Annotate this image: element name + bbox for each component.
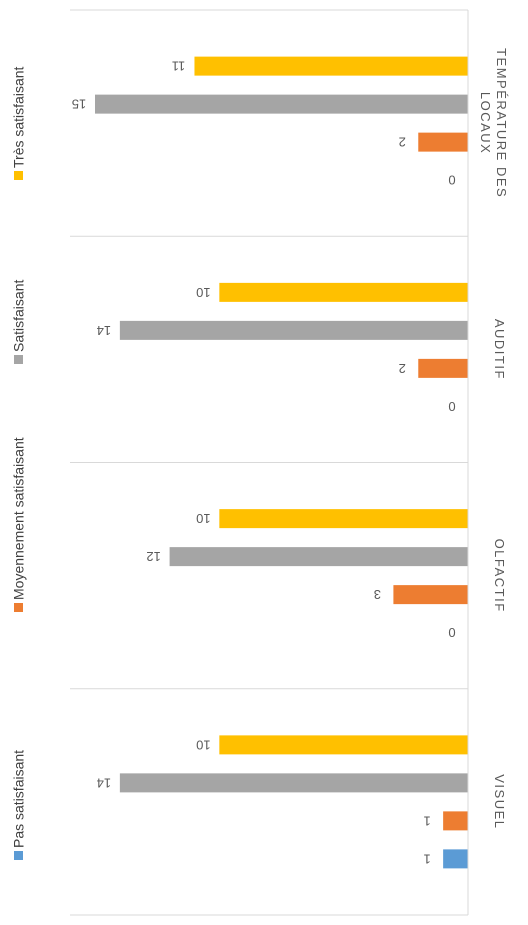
- data-label: 10: [196, 285, 210, 300]
- data-label: 15: [72, 97, 86, 112]
- bar: [119, 773, 468, 793]
- bar: [443, 811, 468, 831]
- legend-swatch: [14, 171, 23, 180]
- bar: [418, 358, 468, 378]
- data-label: 11: [172, 59, 186, 74]
- category-separators: [70, 9, 468, 916]
- legend-label: Moyennement satisfaisant: [11, 437, 27, 600]
- bar: [418, 132, 468, 152]
- bar: [443, 849, 468, 869]
- data-label: 14: [97, 323, 111, 338]
- legend-label: Satisfaisant: [11, 280, 27, 352]
- category-label: VISUEL: [492, 774, 507, 829]
- category-label: AUDITIF: [492, 319, 507, 380]
- data-label: 1: [424, 813, 431, 828]
- bar: [119, 320, 468, 340]
- data-label: 0: [448, 625, 455, 640]
- bar: [95, 94, 468, 114]
- legend-label: Très satisfaisant: [11, 66, 27, 168]
- data-label: 2: [399, 135, 406, 150]
- legend-swatch: [14, 355, 23, 364]
- bar: [219, 282, 468, 302]
- bar: [194, 56, 468, 76]
- legend-swatch: [14, 851, 23, 860]
- data-label: 0: [448, 173, 455, 188]
- bar: [169, 547, 468, 567]
- data-label: 10: [196, 511, 210, 526]
- category-label: OLFACTIF: [492, 539, 507, 613]
- data-label: 0: [448, 399, 455, 414]
- category-label: TEMPÉRATURE DESLOCAUX: [478, 48, 509, 198]
- data-label: 12: [146, 549, 160, 564]
- bars: [95, 56, 468, 869]
- category-labels: VISUEL OLFACTIF AUDITIF TEMPÉRATURE DESLOCA…: [478, 48, 509, 829]
- data-label: 10: [196, 737, 210, 752]
- data-label: 3: [374, 587, 381, 602]
- legend-swatch: [14, 603, 23, 612]
- bar: [219, 509, 468, 529]
- bar: [393, 585, 468, 605]
- data-label: 2: [399, 361, 406, 376]
- bar: [219, 735, 468, 755]
- data-label: 1: [424, 851, 431, 866]
- legend-label: Pas satisfaisant: [11, 750, 27, 848]
- data-label: 14: [97, 775, 111, 790]
- legend: Pas satisfaisant Moyennement satisfaisant…: [11, 66, 27, 860]
